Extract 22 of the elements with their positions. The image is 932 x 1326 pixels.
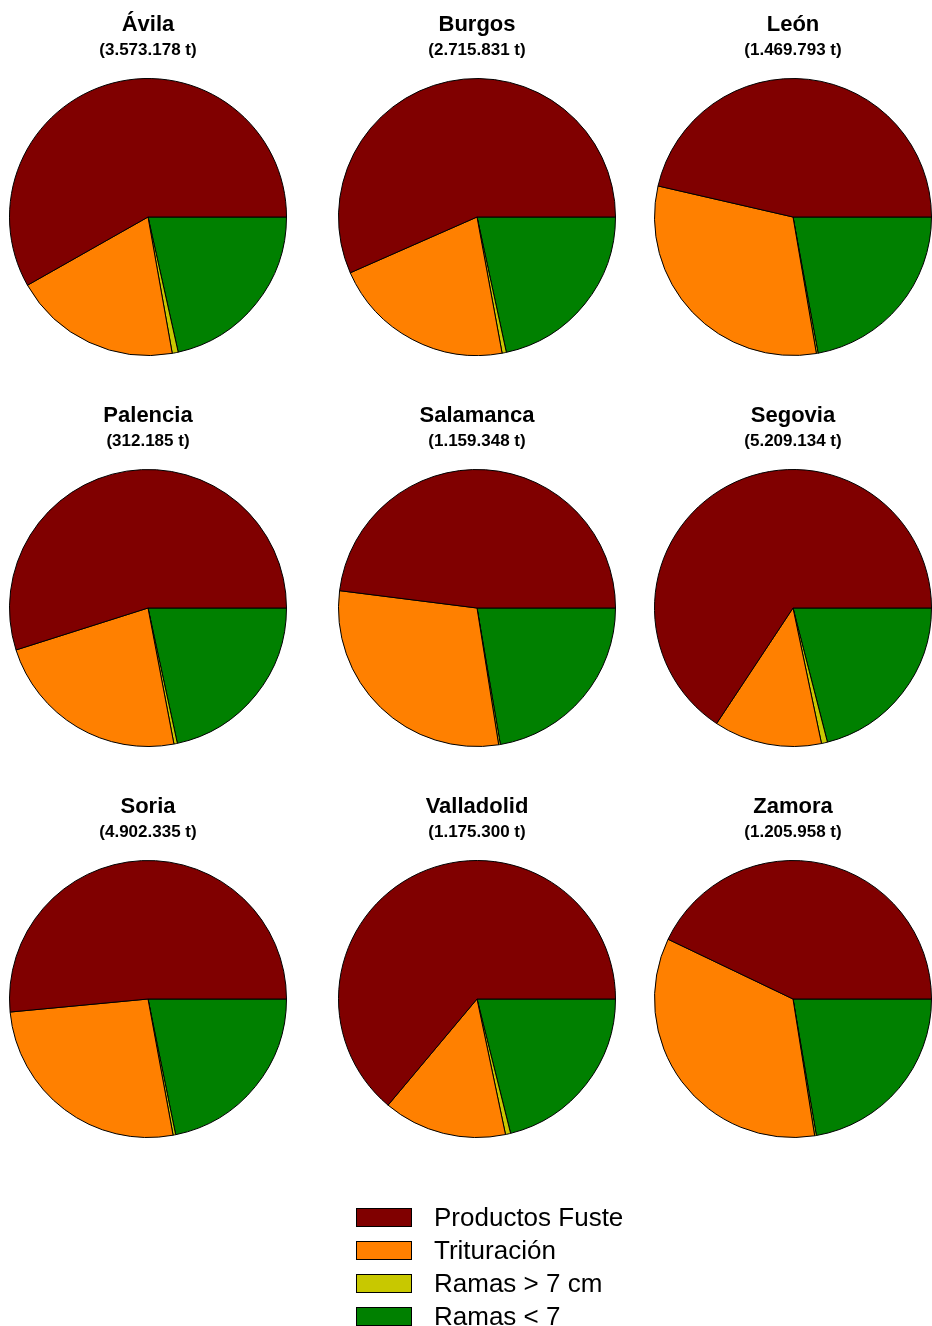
chart-subtitle: (3.573.178 t) bbox=[98, 39, 198, 61]
chart-title: Ávila bbox=[120, 11, 176, 37]
chart-subtitle: (4.902.335 t) bbox=[98, 821, 198, 843]
chart-subtitle: (1.175.300 t) bbox=[427, 821, 527, 843]
chart-subtitle: (5.209.134 t) bbox=[743, 430, 843, 452]
chart-subtitle: (2.715.831 t) bbox=[427, 39, 527, 61]
chart-title: Soria bbox=[119, 793, 177, 819]
chart-title: Valladolid bbox=[424, 793, 530, 819]
legend-label: Productos Fuste bbox=[434, 1202, 624, 1233]
legend-label: Trituración bbox=[434, 1235, 556, 1266]
legend-label: Ramas > 7 cm bbox=[434, 1268, 603, 1299]
chart-title: Palencia bbox=[102, 402, 194, 428]
chart-title: Zamora bbox=[752, 793, 834, 819]
chart-subtitle: (1.205.958 t) bbox=[743, 821, 843, 843]
chart-subtitle: (1.159.348 t) bbox=[427, 430, 527, 452]
chart-subtitle: (312.185 t) bbox=[105, 430, 191, 452]
chart-subtitle: (1.469.793 t) bbox=[743, 39, 843, 61]
chart-title: Segovia bbox=[749, 402, 837, 428]
chart-title: Burgos bbox=[437, 11, 517, 37]
chart-title: Salamanca bbox=[418, 402, 536, 428]
legend-label: Ramas < 7 bbox=[434, 1301, 561, 1326]
chart-title: León bbox=[765, 11, 821, 37]
